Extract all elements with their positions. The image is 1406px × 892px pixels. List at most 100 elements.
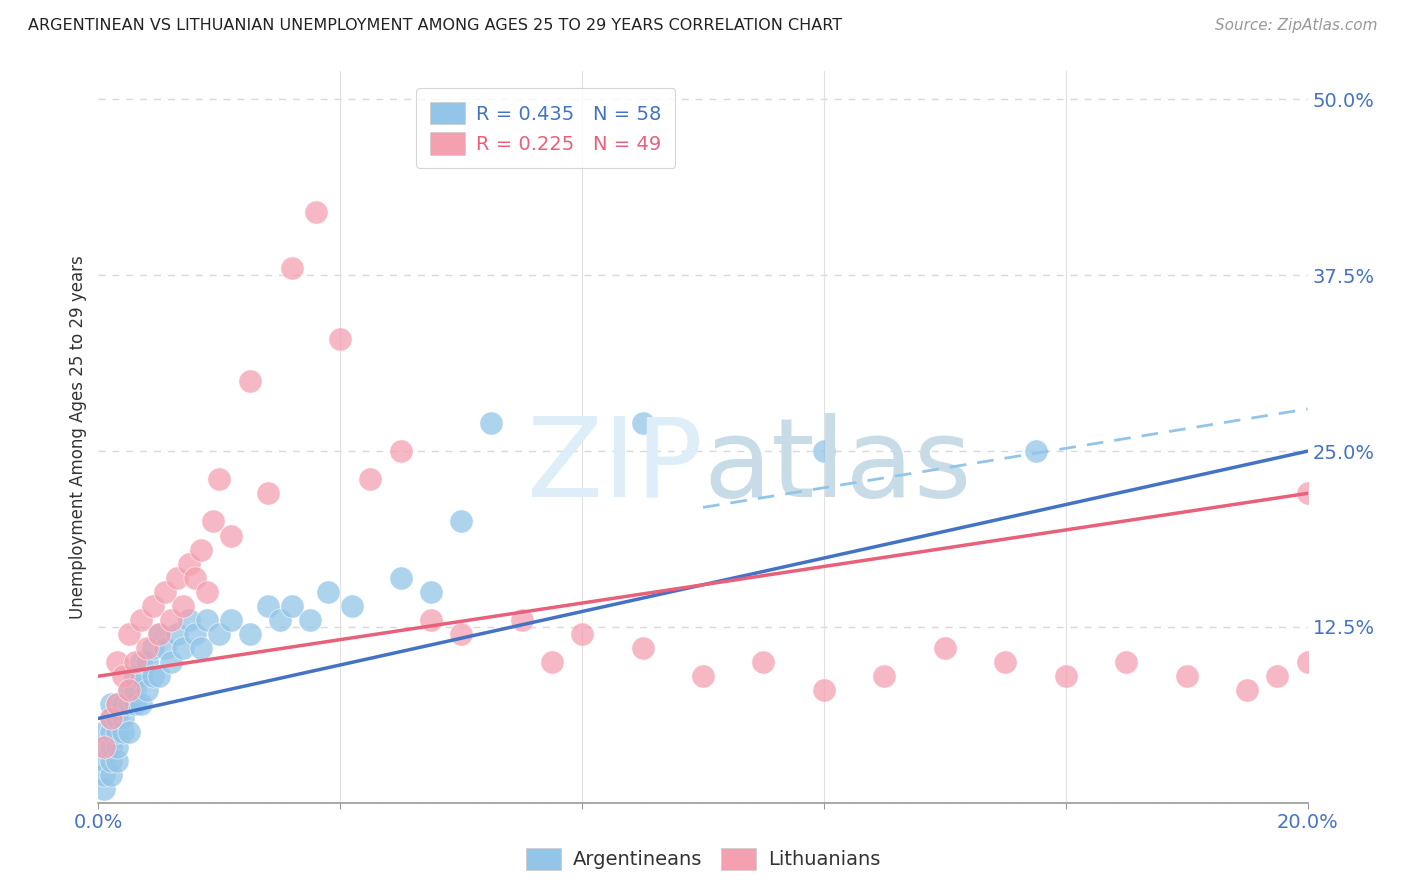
Point (100, 754, 122, 768)
Point (342, 599, 364, 613)
Point (208, 627, 231, 641)
Point (124, 655, 146, 669)
Point (118, 725, 141, 739)
Point (129, 655, 152, 669)
Point (100, 711, 122, 725)
Point (190, 641, 212, 656)
Point (148, 669, 170, 683)
Text: ZIP: ZIP (527, 413, 703, 520)
Point (239, 374, 262, 388)
Point (100, 698, 122, 712)
Point (135, 683, 157, 698)
Point (93, 739, 115, 754)
Point (129, 698, 152, 712)
Point (142, 641, 165, 656)
Point (93, 754, 115, 768)
Point (269, 613, 291, 627)
Point (631, 641, 654, 656)
Point (239, 627, 262, 641)
Point (389, 444, 412, 458)
Y-axis label: Unemployment Among Ages 25 to 29 years: Unemployment Among Ages 25 to 29 years (69, 255, 87, 619)
Point (281, 599, 304, 613)
Point (142, 599, 165, 613)
Point (93, 725, 115, 739)
Point (221, 613, 243, 627)
Point (202, 515, 225, 529)
Point (93, 767, 115, 781)
Point (124, 683, 146, 698)
Text: ARGENTINEAN VS LITHUANIAN UNEMPLOYMENT AMONG AGES 25 TO 29 YEARS CORRELATION CHA: ARGENTINEAN VS LITHUANIAN UNEMPLOYMENT A… (28, 18, 842, 33)
Point (160, 613, 183, 627)
Point (184, 627, 207, 641)
Point (148, 627, 170, 641)
Point (160, 655, 183, 669)
Point (813, 683, 835, 698)
Text: atlas: atlas (703, 413, 972, 520)
Point (195, 584, 218, 599)
Point (631, 416, 654, 430)
Point (1024, 444, 1046, 458)
Point (510, 613, 533, 627)
Point (105, 754, 128, 768)
Point (1296, 655, 1319, 669)
Point (299, 613, 322, 627)
Point (129, 669, 152, 683)
Point (934, 641, 956, 656)
Point (118, 683, 141, 698)
Point (1175, 669, 1198, 683)
Point (195, 613, 218, 627)
Point (481, 416, 503, 430)
Point (994, 655, 1017, 669)
Point (105, 698, 128, 712)
Point (221, 528, 243, 542)
Point (1296, 486, 1319, 500)
Point (100, 739, 122, 754)
Point (129, 613, 152, 627)
Point (135, 655, 157, 669)
Point (1265, 669, 1288, 683)
Point (450, 627, 472, 641)
Point (100, 725, 122, 739)
Point (105, 711, 128, 725)
Point (105, 655, 128, 669)
Point (135, 641, 157, 656)
Point (208, 472, 231, 486)
Point (111, 711, 134, 725)
Point (124, 698, 146, 712)
Point (124, 669, 146, 683)
Point (105, 739, 128, 754)
Point (316, 584, 339, 599)
Point (153, 584, 176, 599)
Point (93, 781, 115, 796)
Point (873, 669, 896, 683)
Point (142, 669, 165, 683)
Point (177, 613, 201, 627)
Point (360, 472, 382, 486)
Point (177, 557, 201, 571)
Point (93, 739, 115, 754)
Legend: Argentineans, Lithuanians: Argentineans, Lithuanians (517, 839, 889, 878)
Point (100, 767, 122, 781)
Point (813, 444, 835, 458)
Point (118, 627, 141, 641)
Point (419, 584, 441, 599)
Point (184, 571, 207, 585)
Point (166, 627, 188, 641)
Point (111, 725, 134, 739)
Point (419, 613, 441, 627)
Point (752, 655, 775, 669)
Legend: R = 0.435   N = 58, R = 0.225   N = 49: R = 0.435 N = 58, R = 0.225 N = 49 (416, 88, 675, 169)
Point (1236, 683, 1258, 698)
Point (118, 683, 141, 698)
Point (256, 599, 278, 613)
Point (148, 627, 170, 641)
Point (1054, 669, 1077, 683)
Point (172, 641, 194, 656)
Point (281, 261, 304, 276)
Point (105, 698, 128, 712)
Point (153, 641, 176, 656)
Point (571, 627, 593, 641)
Point (540, 655, 562, 669)
Point (256, 486, 278, 500)
Point (1115, 655, 1137, 669)
